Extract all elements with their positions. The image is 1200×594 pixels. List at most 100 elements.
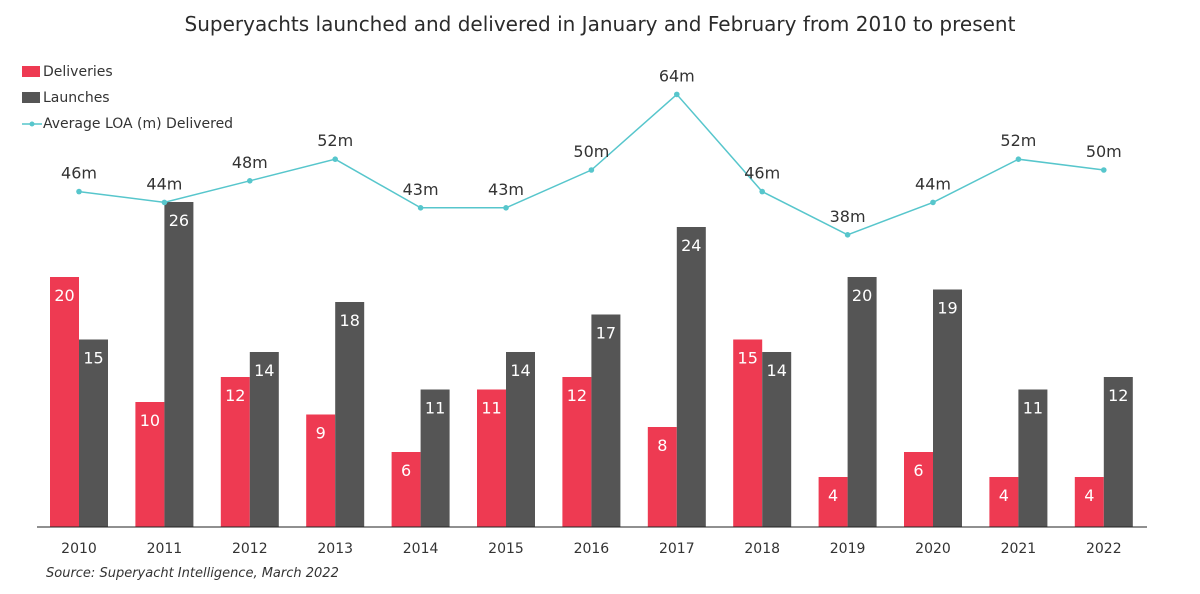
- bar-deliveries-2011: [135, 402, 165, 527]
- bar-deliveries-2015: [477, 389, 506, 527]
- bar-launches-2010: [79, 339, 108, 527]
- bar-label-launches-2022: 12: [1108, 386, 1128, 405]
- bar-label-deliveries-2018: 15: [738, 349, 758, 368]
- point-loa-2018: [759, 188, 765, 195]
- chart-title: Superyachts launched and delivered in Ja…: [185, 12, 1016, 36]
- bar-launches-2018: [762, 352, 792, 527]
- point-label-loa-2016: 50m: [573, 142, 609, 161]
- bar-label-launches-2016: 17: [596, 324, 616, 343]
- bar-label-launches-2010: 15: [83, 349, 103, 368]
- point-label-loa-2014: 43m: [403, 180, 439, 199]
- bar-label-launches-2013: 18: [340, 311, 360, 330]
- legend-label-launches: Launches: [43, 90, 110, 106]
- bar-deliveries-2020: [904, 452, 933, 527]
- x-tick-2016: 2016: [574, 541, 610, 557]
- bar-label-deliveries-2021: 4: [999, 486, 1009, 505]
- bar-deliveries-2012: [220, 377, 250, 527]
- point-label-loa-2020: 44m: [915, 174, 951, 193]
- x-tick-2018: 2018: [744, 541, 780, 557]
- bar-launches-2013: [335, 302, 365, 527]
- bar-launches-2022: [1103, 377, 1133, 527]
- source-note: Source: Superyacht Intelligence, March 2…: [46, 566, 339, 581]
- bar-deliveries-2019: [818, 477, 848, 527]
- point-label-loa-2011: 44m: [146, 174, 182, 193]
- bar-label-deliveries-2010: 20: [54, 286, 74, 305]
- legend-label-deliveries: Deliveries: [43, 64, 113, 80]
- point-loa-2013: [332, 156, 339, 162]
- bar-launches-2021: [1018, 389, 1048, 527]
- bar-deliveries-2018: [733, 339, 763, 527]
- x-tick-2014: 2014: [403, 541, 439, 557]
- bar-label-launches-2015: 14: [510, 361, 530, 380]
- bar-label-deliveries-2014: 6: [401, 461, 411, 480]
- bar-label-deliveries-2020: 6: [913, 461, 923, 480]
- bar-label-deliveries-2016: 12: [567, 386, 587, 405]
- legend-swatch-loa-marker: [29, 121, 35, 127]
- point-loa-2010: [76, 188, 82, 195]
- bar-launches-2017: [676, 227, 706, 527]
- point-label-loa-2013: 52m: [317, 131, 353, 150]
- point-loa-2012: [247, 178, 253, 184]
- x-tick-2015: 2015: [488, 541, 524, 557]
- bar-label-launches-2011: 26: [169, 211, 189, 230]
- x-tick-2020: 2020: [915, 541, 951, 557]
- point-label-loa-2010: 46m: [61, 164, 97, 183]
- point-label-loa-2019: 38m: [830, 207, 866, 226]
- legend-swatch-launches: [22, 92, 40, 103]
- bar-label-deliveries-2012: 12: [225, 386, 245, 405]
- x-tick-2010: 2010: [61, 541, 97, 557]
- x-tick-2019: 2019: [830, 541, 866, 557]
- bar-deliveries-2013: [306, 414, 336, 527]
- legend: Deliveries Launches Average LOA (m) Deli…: [22, 64, 233, 132]
- bar-launches-2016: [591, 314, 621, 527]
- point-loa-2020: [930, 199, 936, 206]
- bar-launches-2014: [420, 389, 450, 527]
- point-label-loa-2022: 50m: [1086, 142, 1122, 161]
- point-loa-2014: [417, 205, 424, 211]
- x-tick-2022: 2022: [1086, 541, 1122, 557]
- x-tick-2017: 2017: [659, 541, 695, 557]
- point-label-loa-2015: 43m: [488, 180, 524, 199]
- x-tick-2011: 2011: [147, 541, 183, 557]
- bar-label-deliveries-2013: 9: [316, 424, 326, 443]
- bar-launches-2020: [933, 289, 962, 527]
- point-loa-2021: [1015, 156, 1022, 162]
- bar-label-deliveries-2019: 4: [828, 486, 838, 505]
- x-tick-2013: 2013: [317, 541, 353, 557]
- bar-label-deliveries-2015: 11: [481, 399, 501, 418]
- x-tick-2021: 2021: [1001, 541, 1037, 557]
- point-loa-2016: [588, 167, 595, 173]
- plot-area: 2015201010262011121420129182013611201411…: [50, 66, 1133, 557]
- bar-label-launches-2019: 20: [852, 286, 872, 305]
- bar-label-deliveries-2017: 8: [657, 436, 667, 455]
- bar-label-launches-2021: 11: [1023, 399, 1043, 418]
- bar-deliveries-2021: [989, 477, 1019, 527]
- bar-label-launches-2017: 24: [681, 236, 701, 255]
- point-label-loa-2018: 46m: [744, 164, 780, 183]
- x-tick-2012: 2012: [232, 541, 268, 557]
- legend-label-loa: Average LOA (m) Delivered: [43, 116, 233, 132]
- point-loa-2015: [503, 205, 509, 211]
- bar-launches-2012: [249, 352, 279, 527]
- point-label-loa-2012: 48m: [232, 153, 268, 172]
- bar-deliveries-2016: [562, 377, 592, 527]
- point-loa-2022: [1101, 167, 1107, 173]
- bar-launches-2015: [506, 352, 535, 527]
- point-loa-2017: [674, 91, 680, 98]
- bar-label-launches-2012: 14: [254, 361, 274, 380]
- bar-deliveries-2010: [50, 277, 79, 527]
- bar-label-launches-2020: 19: [937, 299, 957, 318]
- point-label-loa-2017: 64m: [659, 66, 695, 85]
- bar-label-deliveries-2011: 10: [140, 411, 160, 430]
- bar-label-launches-2018: 14: [767, 361, 787, 380]
- bar-deliveries-2017: [647, 427, 677, 527]
- bar-label-deliveries-2022: 4: [1084, 486, 1094, 505]
- bar-launches-2011: [164, 202, 194, 527]
- bar-launches-2019: [847, 277, 877, 527]
- point-loa-2011: [161, 199, 168, 206]
- bar-deliveries-2014: [391, 452, 421, 527]
- point-label-loa-2021: 52m: [1000, 131, 1036, 150]
- legend-swatch-deliveries: [22, 66, 40, 77]
- bar-label-launches-2014: 11: [425, 399, 445, 418]
